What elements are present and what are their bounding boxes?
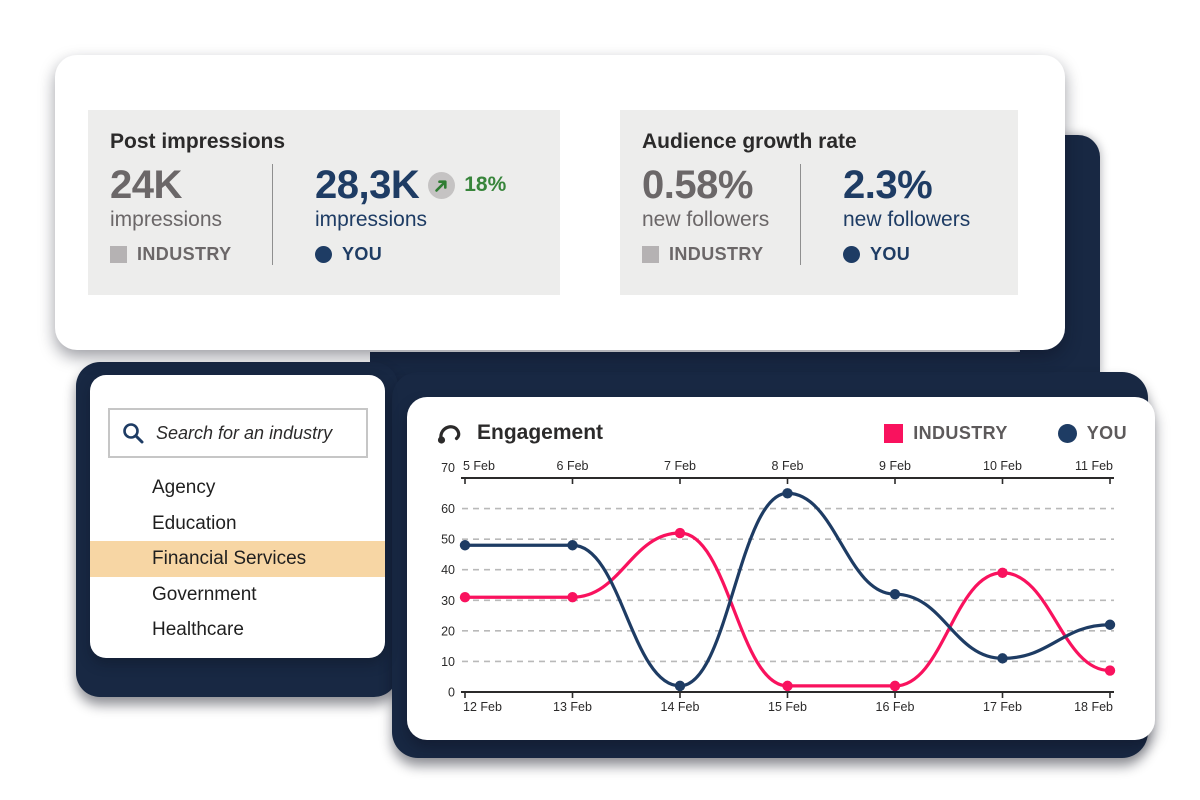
you-column: 2.3% new followers YOU: [800, 164, 996, 265]
stats-card: Post impressions 24K impressions INDUSTR…: [55, 55, 1065, 350]
you-dot-icon: [315, 246, 332, 263]
svg-text:18 Feb: 18 Feb: [1074, 700, 1113, 714]
svg-text:14 Feb: 14 Feb: [661, 700, 700, 714]
industry-square-icon: [110, 246, 127, 263]
industry-item-education[interactable]: Education: [152, 512, 237, 534]
growth-arrow-icon: [428, 171, 456, 199]
svg-text:10 Feb: 10 Feb: [983, 459, 1022, 473]
legend-item-industry[interactable]: INDUSTRY: [884, 423, 1008, 444]
industry-list: Agency Education Financial Services Gove…: [90, 470, 385, 648]
industry-square-icon: [642, 246, 659, 263]
svg-text:40: 40: [441, 563, 455, 577]
svg-text:60: 60: [441, 502, 455, 516]
search-input[interactable]: [156, 422, 356, 444]
industry-unit: new followers: [642, 208, 770, 231]
svg-text:7 Feb: 7 Feb: [664, 459, 696, 473]
search-icon: [120, 420, 146, 446]
you-unit: impressions: [315, 208, 428, 231]
engagement-gauge-icon: [435, 419, 463, 447]
search-box[interactable]: [108, 408, 368, 458]
svg-text:9 Feb: 9 Feb: [879, 459, 911, 473]
svg-text:5 Feb: 5 Feb: [463, 459, 495, 473]
svg-text:16 Feb: 16 Feb: [876, 700, 915, 714]
engagement-chart-card: Engagement INDUSTRY YOU 5 Feb 12 Feb 6 Feb…: [407, 397, 1155, 740]
you-dot-icon: [843, 246, 860, 263]
svg-text:15 Feb: 15 Feb: [768, 700, 807, 714]
industry-item-financial-services[interactable]: Financial Services: [90, 541, 385, 577]
industry-value: 0.58%: [642, 163, 753, 207]
industry-column: 24K impressions INDUSTRY: [110, 164, 272, 265]
you-column: 28,3K 18% impressions YOU: [272, 164, 538, 265]
you-legend-label: YOU: [870, 244, 911, 264]
you-legend-label: YOU: [342, 244, 383, 264]
svg-text:20: 20: [441, 624, 455, 638]
chart-title: Engagement: [477, 421, 604, 444]
panel-title: Audience growth rate: [642, 130, 857, 153]
industry-column: 0.58% new followers INDUSTRY: [642, 164, 800, 265]
engagement-line-chart: 5 Feb 12 Feb 6 Feb 13 Feb 7 Feb 14 Feb 8 Feb 15…: [441, 459, 1116, 714]
you-value: 28,3K: [315, 163, 420, 207]
delta-percent: 18%: [464, 173, 507, 196]
post-impressions-panel: Post impressions 24K impressions INDUSTR…: [88, 110, 560, 295]
legend-industry-label: INDUSTRY: [913, 422, 1008, 443]
svg-text:0: 0: [448, 686, 455, 700]
legend-you-label: YOU: [1086, 422, 1127, 443]
legend-item-you[interactable]: YOU: [1057, 422, 1127, 444]
industry-search-card: Agency Education Financial Services Gove…: [90, 375, 385, 658]
svg-text:6 Feb: 6 Feb: [557, 459, 589, 473]
svg-text:17 Feb: 17 Feb: [983, 700, 1022, 714]
you-value: 2.3%: [843, 163, 933, 207]
audience-growth-panel: Audience growth rate 0.58% new followers…: [620, 110, 1018, 295]
industry-square-icon: [884, 423, 904, 443]
you-dot-icon: [1057, 423, 1077, 443]
svg-text:11 Feb: 11 Feb: [1075, 459, 1113, 473]
industry-item-government[interactable]: Government: [152, 583, 257, 605]
panel-title: Post impressions: [110, 130, 286, 153]
industry-unit: impressions: [110, 208, 223, 231]
industry-legend-label: INDUSTRY: [669, 244, 764, 264]
svg-text:30: 30: [441, 594, 455, 608]
svg-text:10: 10: [441, 655, 455, 669]
svg-text:50: 50: [441, 533, 455, 547]
industry-value: 24K: [110, 163, 182, 207]
chart-legend: INDUSTRY YOU: [884, 423, 1127, 444]
svg-text:70: 70: [441, 461, 455, 475]
svg-text:8 Feb: 8 Feb: [772, 459, 804, 473]
svg-text:12 Feb: 12 Feb: [463, 700, 502, 714]
you-unit: new followers: [843, 208, 971, 231]
industry-item-agency[interactable]: Agency: [152, 477, 216, 498]
industry-item-healthcare[interactable]: Healthcare: [152, 619, 244, 640]
industry-legend-label: INDUSTRY: [137, 244, 232, 264]
svg-text:13 Feb: 13 Feb: [553, 700, 592, 714]
